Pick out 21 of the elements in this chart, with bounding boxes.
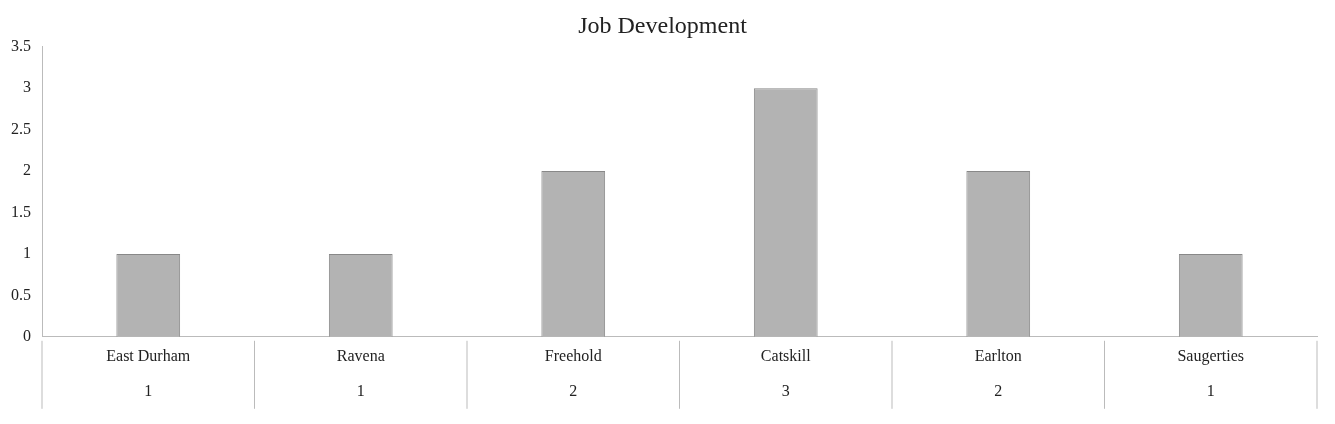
x-tick-label: Saugerties (1177, 346, 1245, 365)
y-tick-label: 0.5 (11, 285, 31, 303)
data-label: 1 (356, 382, 365, 399)
y-tick-label: 2 (23, 161, 31, 179)
data-label: 1 (144, 382, 153, 399)
chart-title: Job Development (578, 11, 748, 38)
x-tick-label: Ravena (336, 346, 385, 364)
x-tick-label: Earlton (974, 346, 1022, 364)
data-label: 2 (994, 382, 1003, 399)
y-tick-label: 3.5 (11, 37, 31, 54)
y-tick-label: 3 (23, 78, 31, 96)
x-tick-label: East Durham (106, 346, 191, 364)
y-tick-label: 0 (23, 327, 31, 344)
y-tick-label: 1 (23, 244, 31, 262)
data-label: 1 (1206, 382, 1215, 399)
data-label: 2 (569, 382, 578, 399)
x-tick-label: Catskill (760, 346, 812, 364)
data-label: 3 (781, 382, 790, 399)
x-tick-label: Freehold (544, 346, 602, 364)
y-tick-label: 1.5 (11, 202, 31, 220)
y-tick-label: 2.5 (11, 119, 31, 137)
